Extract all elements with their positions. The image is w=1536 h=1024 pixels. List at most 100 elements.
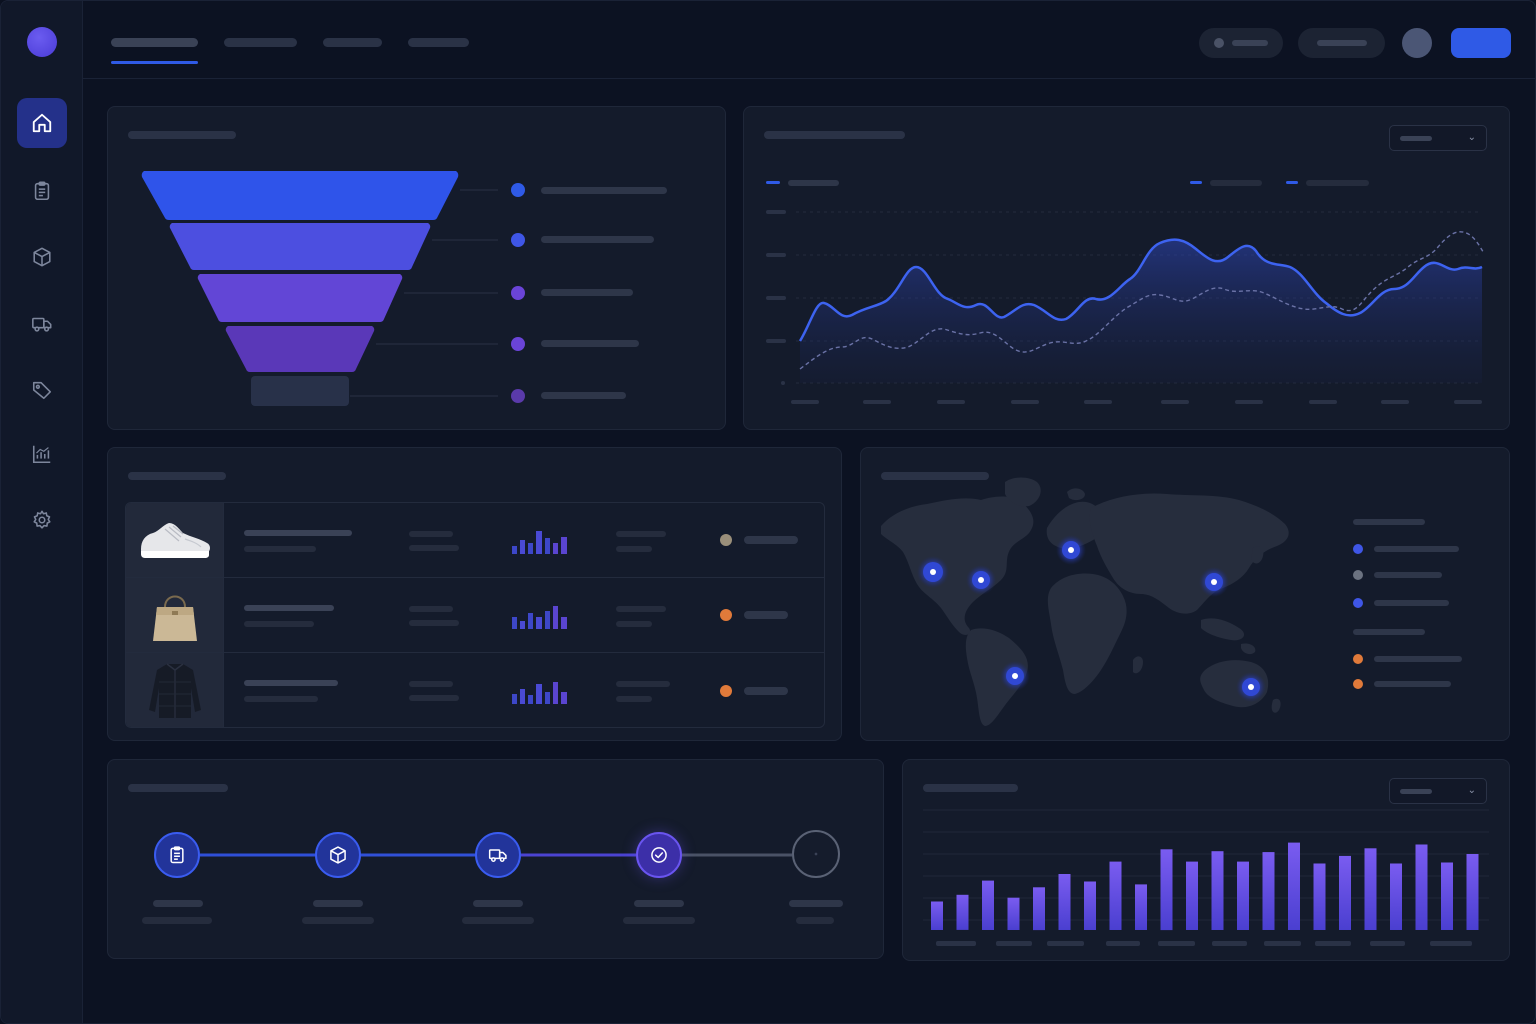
chevron-down-icon: ⌄ xyxy=(1467,132,1476,143)
step-delivered[interactable] xyxy=(636,832,682,878)
bar[interactable] xyxy=(1084,881,1096,931)
step-date xyxy=(462,917,534,924)
jacket-image xyxy=(148,663,201,718)
box-icon xyxy=(330,846,346,864)
avatar[interactable] xyxy=(1402,28,1432,58)
sidebar-item-inventory[interactable] xyxy=(17,232,67,282)
map-pin[interactable] xyxy=(1199,567,1229,597)
bar[interactable] xyxy=(1007,897,1020,930)
bar[interactable] xyxy=(956,894,969,930)
status-label xyxy=(744,611,788,619)
tab-orders[interactable] xyxy=(224,38,297,47)
funnel-stage-5[interactable] xyxy=(251,376,349,406)
filter-label xyxy=(1316,40,1367,46)
tag-icon xyxy=(32,381,52,400)
clipboard-icon xyxy=(34,181,50,201)
bar[interactable] xyxy=(1415,844,1428,931)
bar[interactable] xyxy=(1237,861,1249,930)
table-row[interactable] xyxy=(126,578,824,653)
funnel-stage-4[interactable] xyxy=(225,326,375,372)
step-packed[interactable] xyxy=(315,832,361,878)
map-pin[interactable] xyxy=(1000,661,1030,691)
table-row[interactable] xyxy=(126,503,824,578)
sidebar-item-tags[interactable] xyxy=(17,365,67,415)
status-dot xyxy=(720,685,732,697)
dropdown-value xyxy=(1400,135,1432,141)
tab-overview[interactable] xyxy=(111,38,198,47)
card-title xyxy=(128,472,226,480)
product-name xyxy=(244,605,334,611)
cell-value xyxy=(409,681,453,687)
bar[interactable] xyxy=(1109,861,1122,930)
funnel-stage-3[interactable] xyxy=(197,274,403,322)
bar[interactable] xyxy=(1390,863,1402,931)
step-pending[interactable] xyxy=(792,830,840,878)
progress-track xyxy=(200,853,792,857)
cell-value xyxy=(409,606,453,612)
legend-label xyxy=(541,236,654,243)
legend-label xyxy=(541,340,639,347)
funnel-stage-2[interactable] xyxy=(169,223,431,270)
bar[interactable] xyxy=(931,901,943,931)
primary-action-button[interactable] xyxy=(1451,28,1511,58)
series-swatch xyxy=(1190,181,1202,184)
dropdown-value xyxy=(1400,788,1432,794)
world-map xyxy=(881,477,1289,726)
filter-pill[interactable] xyxy=(1298,28,1385,58)
clipboard-icon xyxy=(170,846,184,864)
step-label xyxy=(473,900,523,907)
bar[interactable] xyxy=(1364,848,1377,930)
top-bar xyxy=(83,1,1535,79)
tab-reports[interactable] xyxy=(408,38,469,47)
funnel-card xyxy=(107,106,726,430)
bar[interactable] xyxy=(1160,849,1173,931)
truck-icon xyxy=(488,849,507,862)
legend-dot xyxy=(1353,598,1363,608)
primary-series-line xyxy=(798,238,1483,342)
check-icon xyxy=(651,847,667,863)
table-row[interactable] xyxy=(126,653,824,727)
product-image-handbag xyxy=(126,578,224,652)
bar[interactable] xyxy=(1339,855,1351,930)
sidebar-item-settings[interactable] xyxy=(17,495,67,545)
legend-dot xyxy=(1353,544,1363,554)
sidebar-item-analytics[interactable] xyxy=(17,429,67,479)
cell-value xyxy=(616,681,670,687)
bar[interactable] xyxy=(1262,852,1275,930)
period-dropdown[interactable]: ⌄ xyxy=(1389,778,1487,804)
bar[interactable] xyxy=(982,880,994,930)
bar[interactable] xyxy=(1058,874,1071,930)
logo[interactable] xyxy=(27,27,57,57)
bar[interactable] xyxy=(1313,863,1326,931)
bar[interactable] xyxy=(1186,861,1198,930)
map-pin[interactable] xyxy=(1056,535,1086,565)
series-swatch xyxy=(1286,181,1298,184)
step-label xyxy=(153,900,203,907)
map-pin[interactable] xyxy=(917,556,949,588)
conversion-funnel xyxy=(141,171,498,406)
map-pin[interactable] xyxy=(966,565,996,595)
legend-dot xyxy=(1353,570,1363,580)
bar[interactable] xyxy=(1211,851,1224,930)
card-title xyxy=(923,784,1018,792)
sneaker-image xyxy=(140,523,210,558)
legend-heading xyxy=(1353,519,1425,525)
legend-dot xyxy=(511,183,525,197)
bar[interactable] xyxy=(1033,887,1045,931)
status-pill[interactable] xyxy=(1199,28,1283,58)
sidebar-item-orders[interactable] xyxy=(17,166,67,216)
bar[interactable] xyxy=(1135,884,1147,930)
step-ordered[interactable] xyxy=(154,832,200,878)
period-dropdown[interactable]: ⌄ xyxy=(1389,125,1487,151)
step-shipped[interactable] xyxy=(475,832,521,878)
sidebar-item-home[interactable] xyxy=(17,98,67,148)
tab-products[interactable] xyxy=(323,38,382,47)
bar[interactable] xyxy=(1466,854,1479,930)
map-pin[interactable] xyxy=(1236,672,1266,702)
home-icon xyxy=(32,113,52,133)
bar[interactable] xyxy=(1441,862,1453,931)
funnel-stage-1[interactable] xyxy=(141,171,459,220)
sidebar-item-shipping[interactable] xyxy=(17,299,67,349)
x-axis-ticks xyxy=(936,941,1472,946)
bar[interactable] xyxy=(1288,842,1300,930)
